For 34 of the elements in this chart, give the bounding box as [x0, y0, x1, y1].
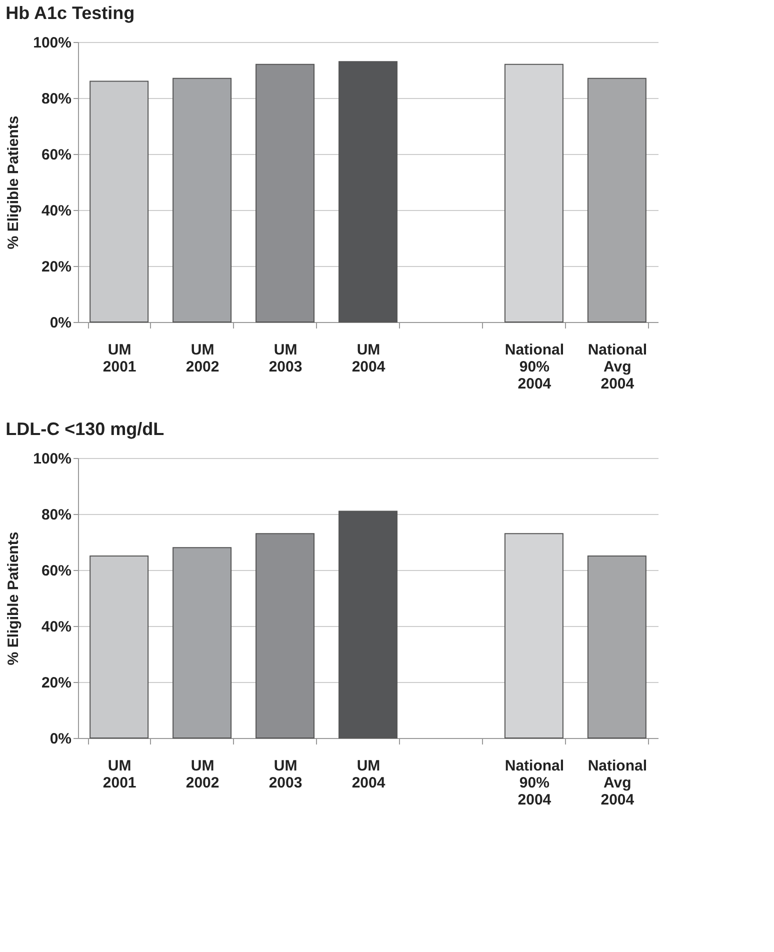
x-tick-label: UM 2003: [268, 758, 302, 792]
x-tick-label: UM 2003: [268, 342, 302, 376]
y-tick-label: 20%: [41, 258, 72, 276]
y-tick-label: 0%: [50, 314, 72, 332]
bar: [338, 61, 398, 322]
bar: [587, 556, 646, 738]
y-tick-label: 80%: [41, 506, 72, 524]
x-tick-label: National 90% 2004: [504, 342, 564, 392]
y-tick-label: 60%: [41, 562, 72, 580]
x-tick-label: UM 2004: [352, 342, 386, 376]
x-tick-label: National 90% 2004: [504, 758, 564, 808]
y-tick-label: 0%: [50, 730, 72, 748]
x-tick-label: UM 2001: [102, 342, 136, 376]
x-tick-label: National Avg 2004: [588, 758, 648, 808]
y-tick-label: 100%: [33, 450, 72, 468]
bar: [172, 547, 232, 738]
y-axis-title: % Eligible Patients: [5, 532, 22, 666]
chart-title: LDL-C <130 mg/dL: [6, 419, 164, 439]
x-tick-label: UM 2002: [186, 758, 220, 792]
bar: [587, 78, 646, 322]
x-tick-label: UM 2002: [186, 342, 220, 376]
bar: [338, 510, 398, 738]
y-tick-label: 20%: [41, 674, 72, 692]
x-tick-label: UM 2001: [102, 758, 136, 792]
y-tick-label: 40%: [41, 202, 72, 220]
y-tick-label: 100%: [33, 34, 72, 52]
y-tick-label: 80%: [41, 90, 72, 108]
bar: [172, 78, 232, 322]
y-tick-label: 60%: [41, 146, 72, 164]
y-tick-label: 40%: [41, 618, 72, 636]
x-tick-label: National Avg 2004: [588, 342, 648, 392]
y-axis-title: % Eligible Patients: [5, 116, 22, 250]
chart-title: Hb A1c Testing: [6, 3, 135, 23]
x-tick-label: UM 2004: [352, 758, 386, 792]
